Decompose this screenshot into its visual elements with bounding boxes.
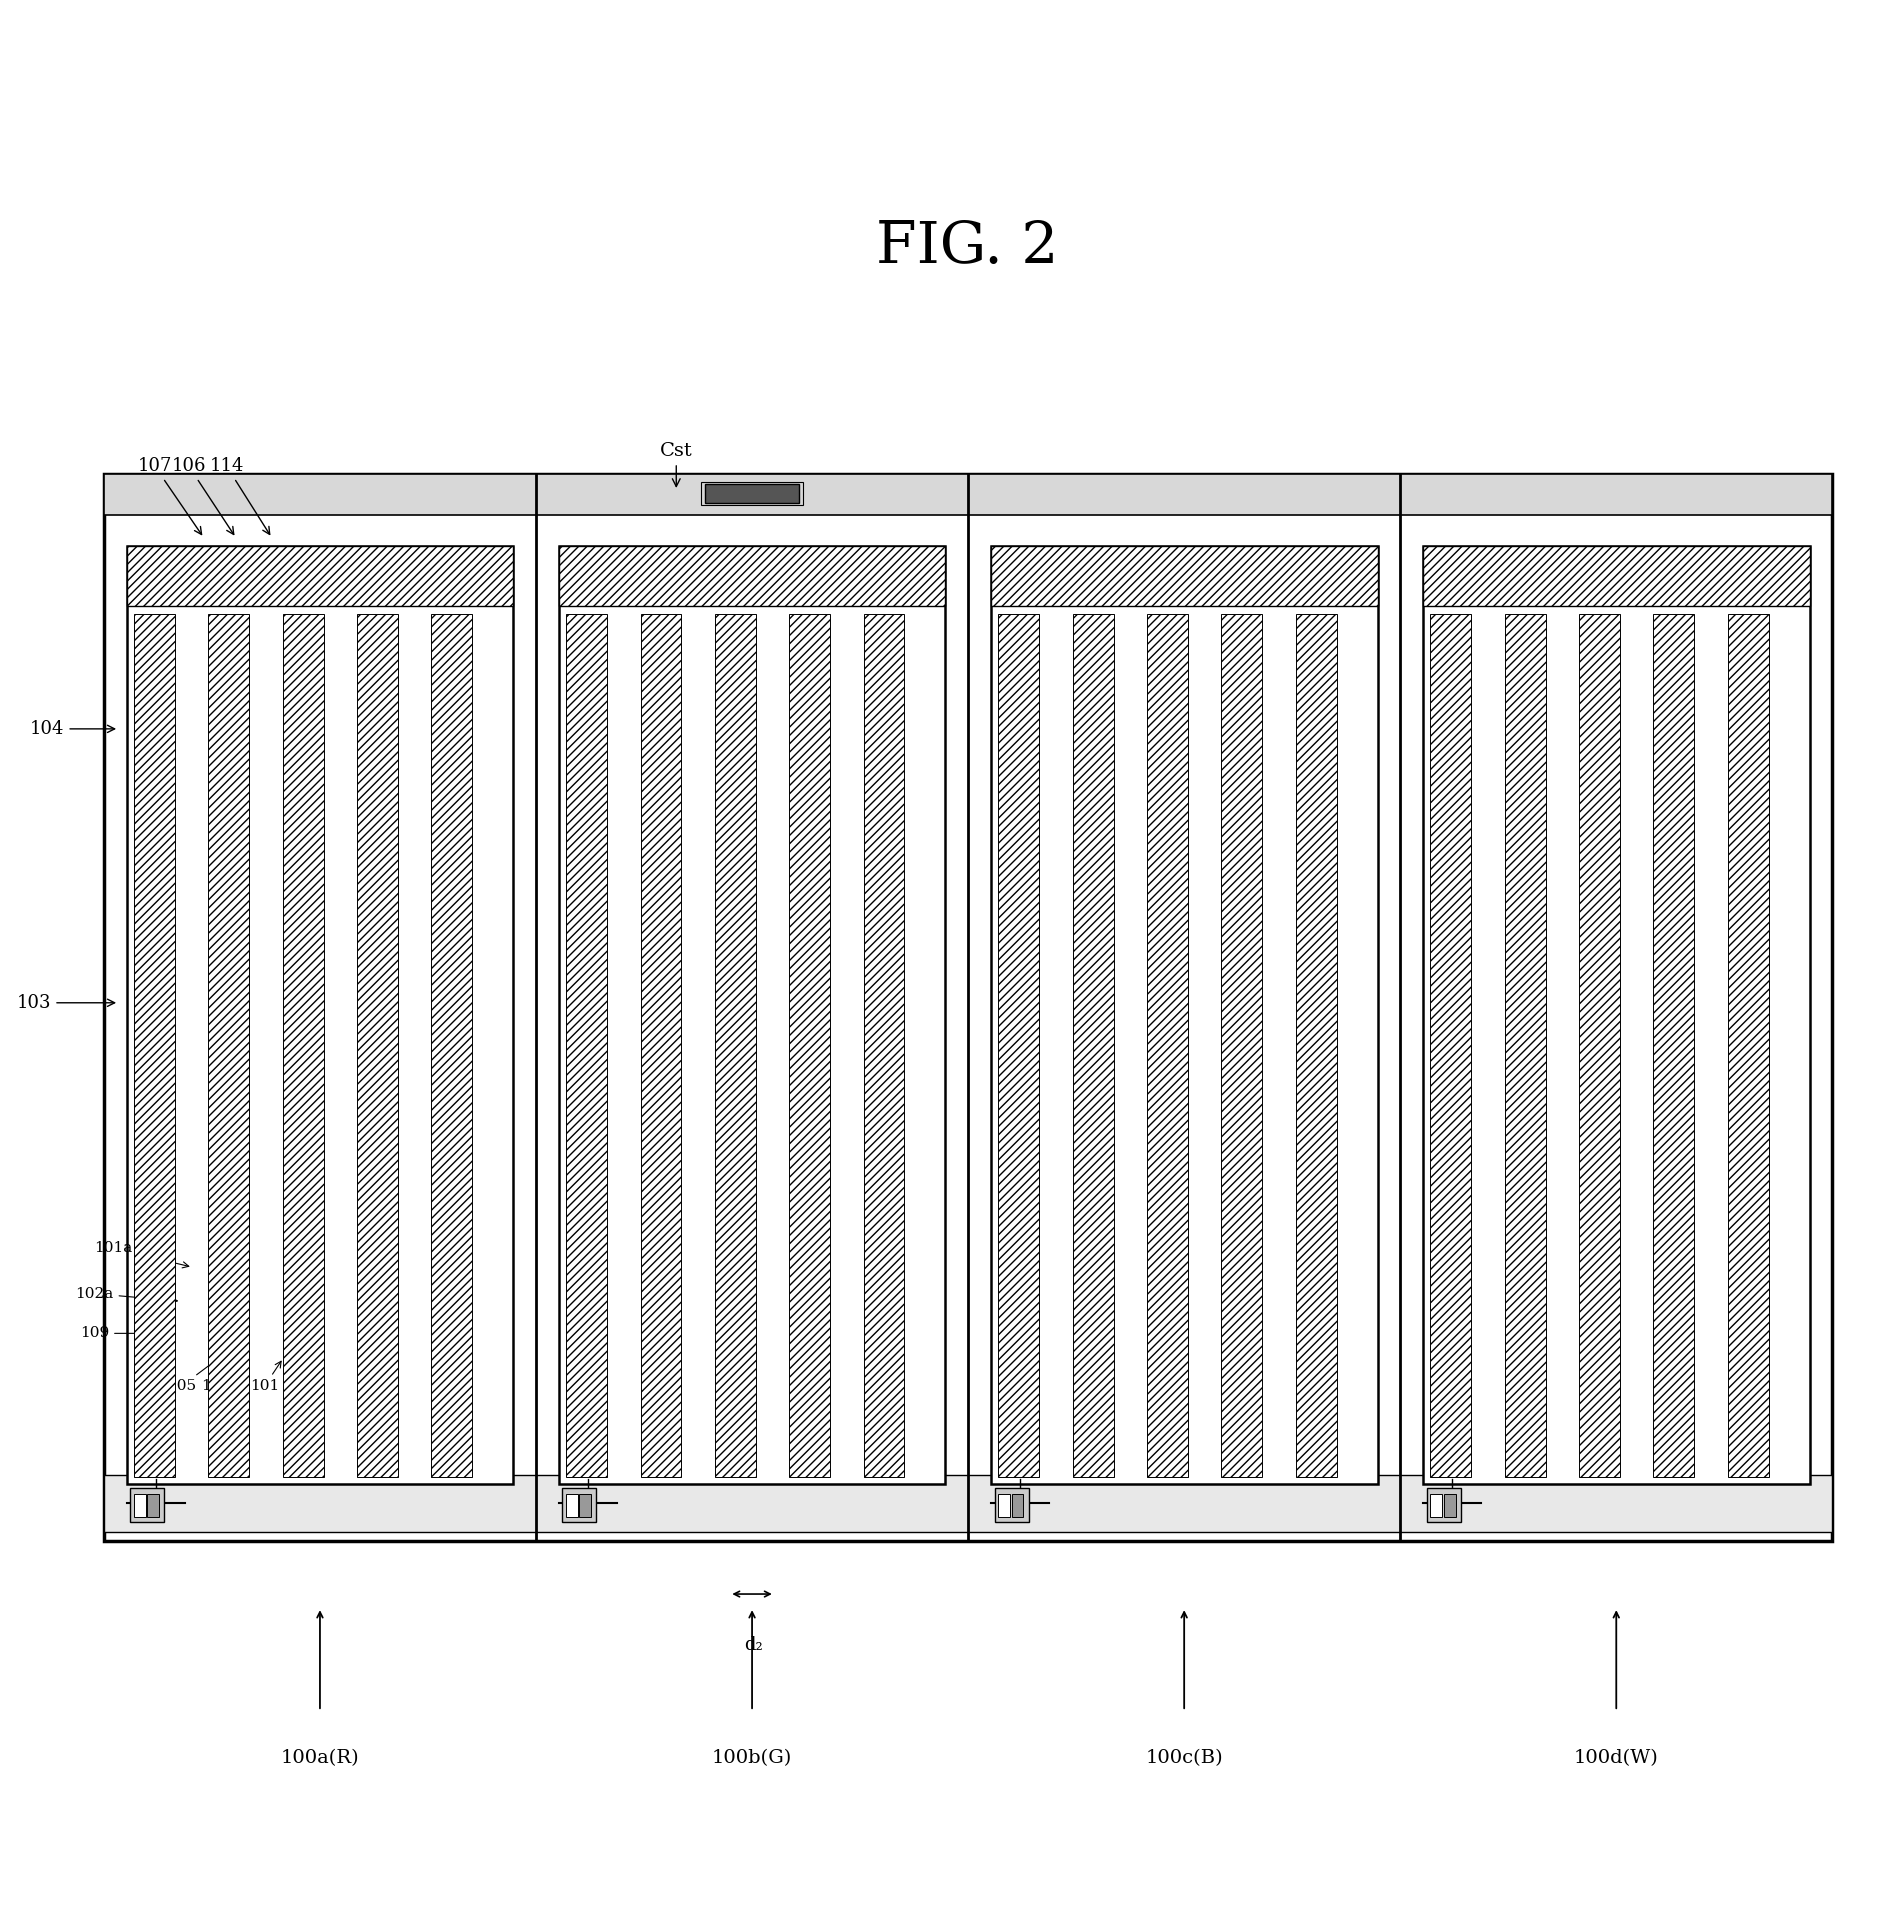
Text: Cst: Cst <box>659 442 693 486</box>
Bar <box>714 614 756 1476</box>
Bar <box>994 1488 1028 1523</box>
Text: 106: 106 <box>172 457 234 535</box>
Bar <box>104 1475 1832 1532</box>
Bar <box>283 614 323 1476</box>
Text: d₂: d₂ <box>744 1635 763 1654</box>
Bar <box>1443 1494 1456 1517</box>
Bar <box>104 475 1832 1542</box>
Bar <box>134 1494 145 1517</box>
Bar <box>1653 614 1694 1476</box>
Bar <box>1422 546 1810 1484</box>
Bar <box>1430 614 1472 1476</box>
Bar <box>134 614 176 1476</box>
Bar <box>563 1488 597 1523</box>
Text: 107: 107 <box>138 457 202 535</box>
Bar <box>567 614 606 1476</box>
Bar <box>1422 546 1810 606</box>
Bar <box>1579 614 1621 1476</box>
Bar <box>559 546 944 606</box>
Bar <box>990 546 1377 1484</box>
Bar <box>1222 614 1262 1476</box>
Bar <box>997 614 1039 1476</box>
Bar <box>1430 1494 1443 1517</box>
Bar <box>431 614 472 1476</box>
Bar <box>990 546 1377 606</box>
Bar <box>701 482 803 506</box>
Text: 104: 104 <box>30 720 115 737</box>
Bar <box>1073 614 1113 1476</box>
Bar <box>1426 1488 1460 1523</box>
Text: 100d(W): 100d(W) <box>1574 1749 1659 1768</box>
Text: 102b: 102b <box>202 1365 246 1393</box>
Bar <box>580 1494 591 1517</box>
Text: 101: 101 <box>249 1361 281 1393</box>
Bar <box>1506 614 1545 1476</box>
Bar <box>127 546 514 606</box>
Text: 100b(G): 100b(G) <box>712 1749 791 1768</box>
Bar <box>705 484 799 504</box>
Bar <box>130 1488 164 1523</box>
Bar <box>127 546 514 1484</box>
Bar <box>1013 1494 1024 1517</box>
Text: 103: 103 <box>17 994 115 1011</box>
Bar <box>357 614 399 1476</box>
Text: 114: 114 <box>210 457 270 535</box>
Text: 100c(B): 100c(B) <box>1145 1749 1222 1768</box>
Bar <box>1728 614 1768 1476</box>
Bar <box>1147 614 1188 1476</box>
Text: 100a(R): 100a(R) <box>281 1749 359 1768</box>
Bar <box>640 614 682 1476</box>
Bar <box>104 475 1832 515</box>
Text: 101a: 101a <box>94 1241 189 1268</box>
Bar <box>790 614 829 1476</box>
Bar <box>147 1494 159 1517</box>
Bar <box>1296 614 1337 1476</box>
Bar <box>559 546 944 1484</box>
Text: 102a: 102a <box>76 1287 178 1303</box>
Text: 109: 109 <box>79 1326 170 1339</box>
Bar <box>208 614 249 1476</box>
Text: FIG. 2: FIG. 2 <box>876 220 1058 276</box>
Bar <box>997 1494 1011 1517</box>
Bar <box>567 1494 578 1517</box>
Bar <box>863 614 905 1476</box>
Text: 105: 105 <box>166 1361 215 1393</box>
